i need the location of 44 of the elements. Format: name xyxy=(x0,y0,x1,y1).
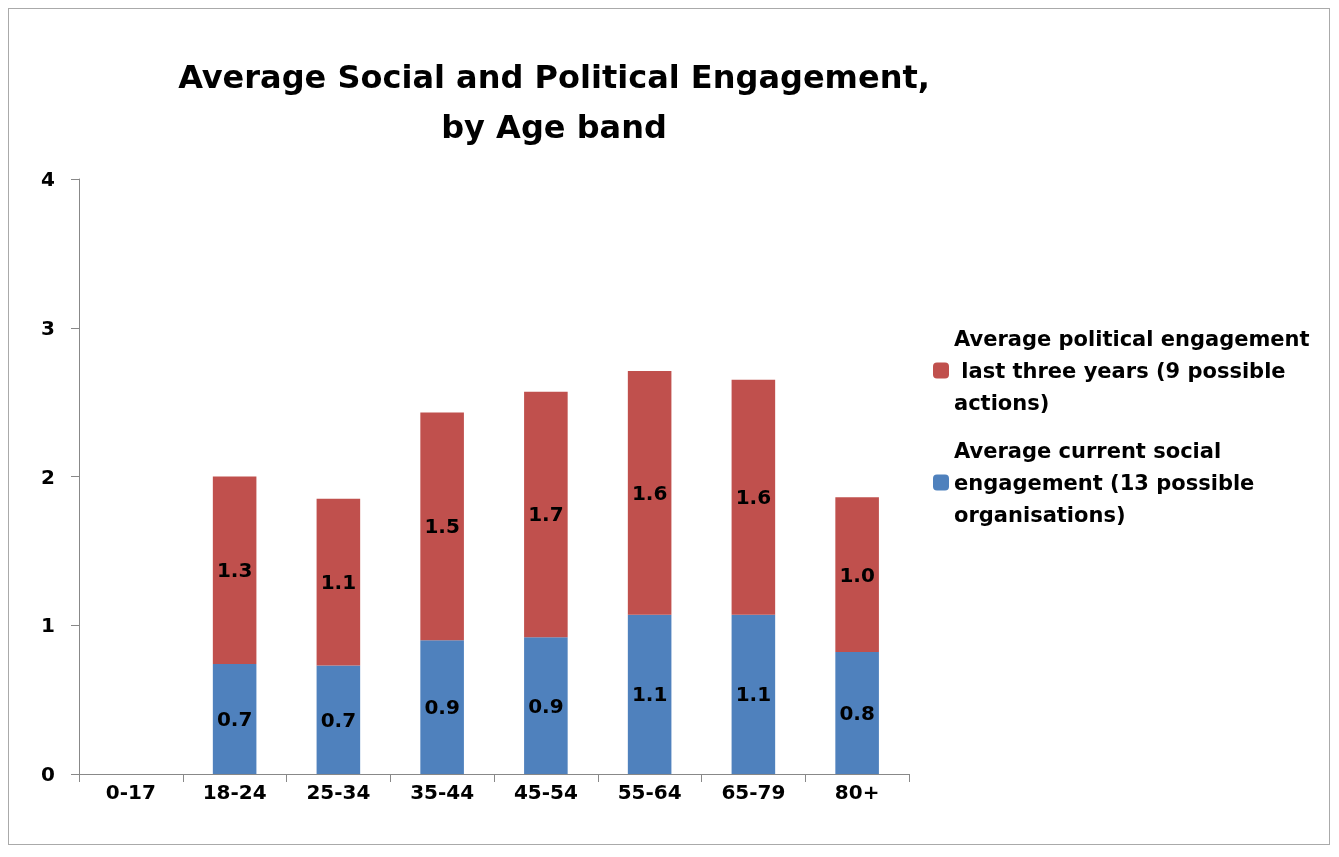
y-tick-label: 1 xyxy=(41,613,55,638)
bar xyxy=(627,614,672,774)
x-tick-label: 18-24 xyxy=(202,780,267,804)
data-label: 1.5 xyxy=(424,514,460,539)
bar xyxy=(835,497,879,653)
x-tick-label: 0-17 xyxy=(105,780,156,804)
bar xyxy=(316,498,361,666)
data-label: 0.9 xyxy=(424,695,460,720)
y-tick-label: 4 xyxy=(41,167,55,191)
data-label: 1.6 xyxy=(735,485,772,510)
legend-label: Average current social engagement (13 possible organisations) xyxy=(954,438,1262,527)
x-tick-label: 25-34 xyxy=(306,780,371,804)
x-tick-label: 55-64 xyxy=(617,780,682,804)
data-label: 0.7 xyxy=(320,707,357,732)
bar xyxy=(524,637,568,774)
data-label: 1.1 xyxy=(735,682,772,707)
bar xyxy=(212,663,257,774)
data-label: 0.9 xyxy=(528,693,564,718)
data-label: 1.6 xyxy=(631,480,668,505)
bar xyxy=(524,391,568,638)
x-tick-label: 35-44 xyxy=(410,780,475,804)
data-label: 0.7 xyxy=(216,706,253,731)
bar xyxy=(835,652,879,774)
data-label: 0.8 xyxy=(839,701,875,726)
legend-label: Average political engagement last three years (9 possible actions) xyxy=(954,326,1310,415)
bar xyxy=(627,370,672,615)
bar xyxy=(420,640,464,774)
bar xyxy=(316,665,361,774)
bar xyxy=(731,379,776,615)
data-label: 1.3 xyxy=(216,558,253,583)
data-label: 1.1 xyxy=(631,682,668,707)
chart-title: Average Social and Political Engagement, by Age band xyxy=(178,58,930,146)
x-tick-label: 45-54 xyxy=(513,780,578,804)
data-label: 1.0 xyxy=(839,562,875,587)
x-tick-label: 65-79 xyxy=(721,780,786,804)
bar xyxy=(212,476,257,664)
bar xyxy=(731,614,776,774)
x-tick-label: 80+ xyxy=(834,780,880,804)
bar xyxy=(420,412,464,641)
data-label: 1.1 xyxy=(320,570,357,595)
y-tick-label: 2 xyxy=(41,464,55,489)
y-tick-label: 0 xyxy=(41,762,55,786)
y-tick-label: 3 xyxy=(41,315,55,340)
data-label: 1.7 xyxy=(528,502,564,527)
